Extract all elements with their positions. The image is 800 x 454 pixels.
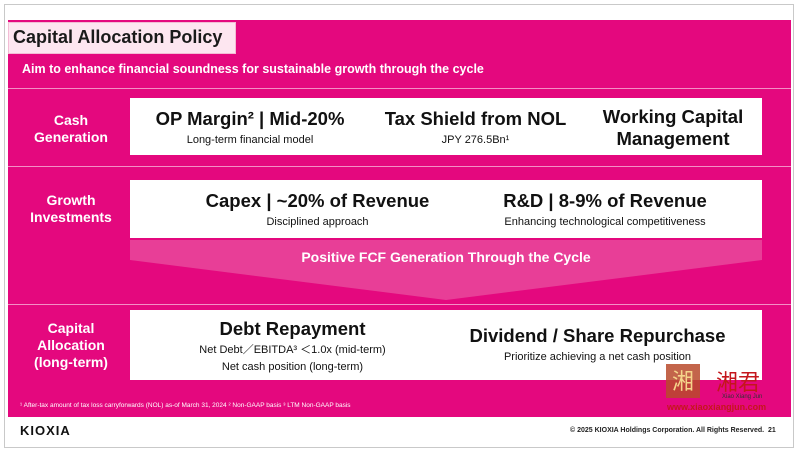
- watermark-seal-logo: 湘 湘君: [666, 364, 760, 398]
- title-box: [8, 22, 236, 54]
- working-capital-item: Working Capital Management: [588, 106, 758, 150]
- page-number: 21: [768, 427, 776, 434]
- watermark-url: www.xiaoxiangjun.com: [667, 402, 767, 412]
- rnd-item: R&D | 8-9% of Revenue Enhancing technolo…: [480, 190, 730, 229]
- tax-shield-title: Tax Shield from NOL: [384, 108, 567, 129]
- op-margin-title: OP Margin² | Mid-20%: [155, 108, 345, 129]
- cash-generation-box: [130, 98, 762, 155]
- capital-allocation-box: [130, 310, 762, 380]
- page-subtitle: Aim to enhance financial soundness for s…: [22, 62, 484, 76]
- copyright-text: © 2025 KIOXIA Holdings Corporation. All …: [570, 427, 765, 434]
- watermark-small-text: Xiao Xiang Jun: [722, 394, 763, 400]
- op-margin-sub: Long-term financial model: [186, 134, 314, 146]
- page-title: Capital Allocation Policy: [13, 27, 223, 47]
- dividend-item: Dividend / Share Repurchase Prioritize a…: [455, 325, 740, 364]
- tax-shield-item: Tax Shield from NOL JPY 276.5Bn¹: [368, 108, 583, 147]
- debt-repayment-item: Debt Repayment Net Debt／EBITDA³ ＜1.0x (m…: [170, 318, 415, 374]
- working-capital-title: Working Capital Management: [602, 106, 744, 149]
- svg-text:湘君: 湘君: [716, 371, 760, 396]
- row-label-cash-generation: Cash Generation: [34, 112, 108, 145]
- dividend-sub: Prioritize achieving a net cash position: [503, 351, 692, 363]
- divider: [8, 166, 791, 167]
- footnotes: ¹ After-tax amount of tax loss carryforw…: [20, 402, 351, 409]
- growth-investments-box: [130, 180, 762, 238]
- divider: [8, 304, 791, 305]
- kioxia-logo: KIOXIA: [20, 423, 71, 438]
- row-label-growth-investments: Growth Investments: [30, 192, 112, 225]
- rnd-title: R&D | 8-9% of Revenue: [503, 190, 707, 211]
- capex-sub: Disciplined approach: [266, 216, 369, 228]
- down-arrow-shape: [130, 240, 762, 300]
- debt-repayment-sub2: Net cash position (long-term): [221, 361, 364, 373]
- rnd-sub: Enhancing technological competitiveness: [504, 216, 706, 228]
- dividend-title: Dividend / Share Repurchase: [469, 325, 726, 346]
- capex-item: Capex | ~20% of Revenue Disciplined appr…: [180, 190, 455, 229]
- op-margin-item: OP Margin² | Mid-20% Long-term financial…: [140, 108, 360, 147]
- debt-repayment-sub: Net Debt／EBITDA³ ＜1.0x (mid-term): [199, 344, 386, 356]
- debt-repayment-title: Debt Repayment: [219, 318, 366, 339]
- tax-shield-sub: JPY 276.5Bn¹: [441, 134, 510, 146]
- row-label-capital-allocation: Capital Allocation (long-term): [34, 320, 108, 370]
- capex-title: Capex | ~20% of Revenue: [205, 190, 430, 211]
- divider: [8, 88, 791, 89]
- fcf-statement: Positive FCF Generation Through the Cycl…: [301, 249, 591, 265]
- svg-text:湘: 湘: [672, 370, 694, 395]
